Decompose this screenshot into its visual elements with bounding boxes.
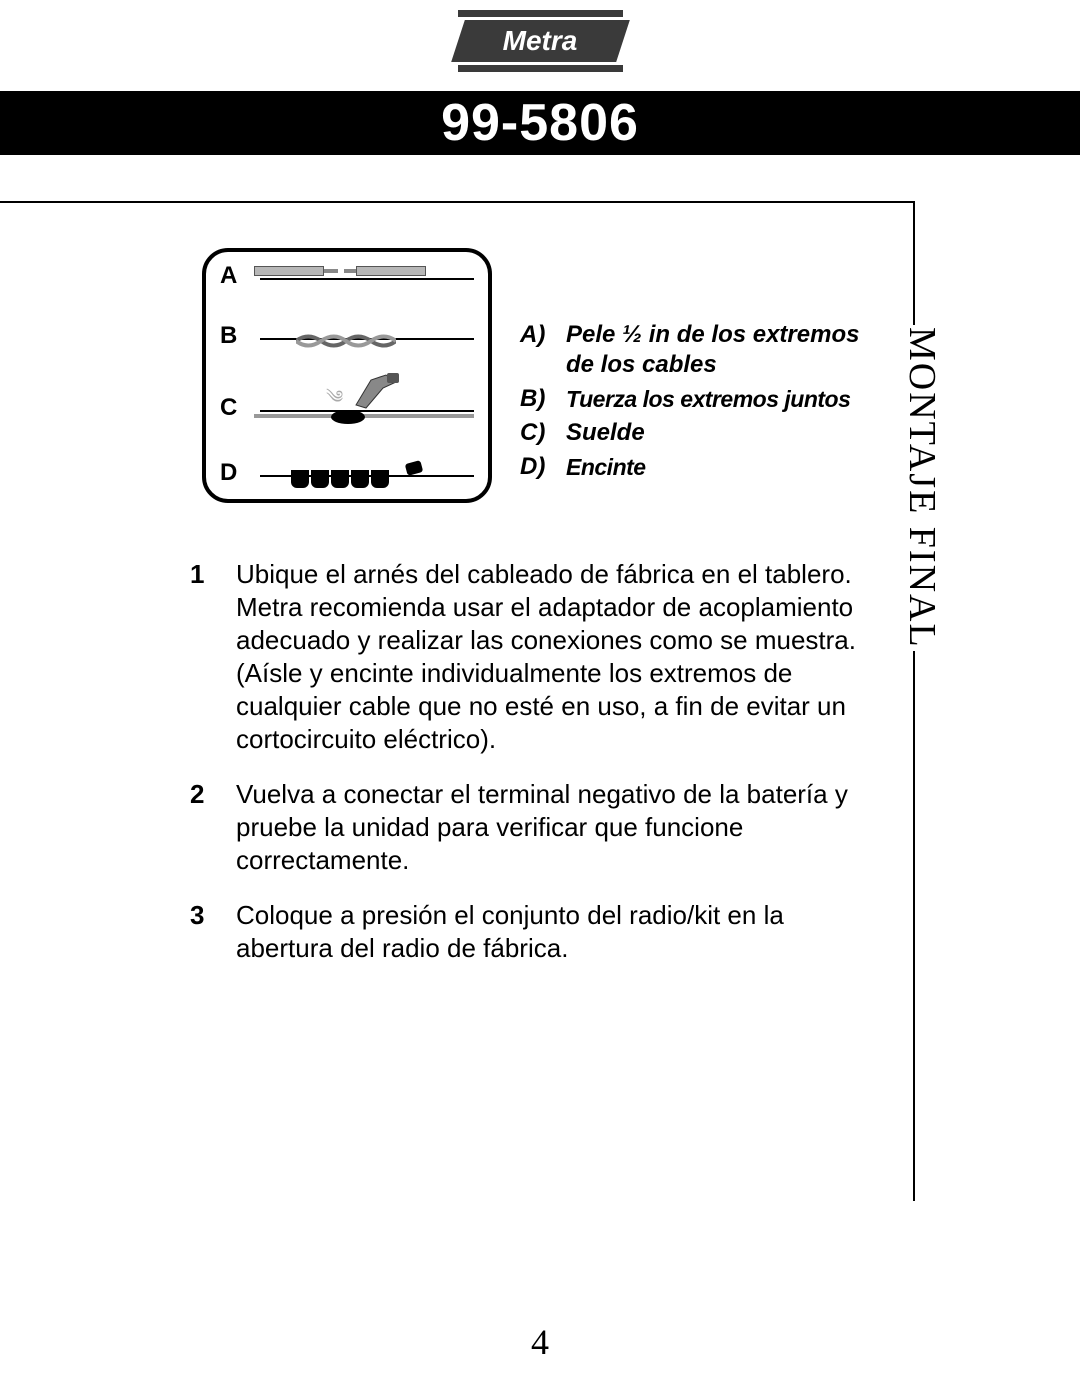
section-title: MONTAJE FINAL [900,325,944,651]
legend-row: B) Tuerza los extremos juntos [520,384,880,414]
legend-row: C) Suelde [520,418,880,448]
twist-icon [296,332,396,350]
diagram-label-a: A [220,262,237,290]
step-number: 1 [190,558,236,756]
wiring-diagram-box: A B C ༄ D [202,248,492,503]
tape-icon [291,470,401,488]
page-number: 4 [0,1321,1080,1363]
diagram-label-c: C [220,394,237,422]
step-text: Ubique el arnés del cableado de fábrica … [236,558,880,756]
step-text: Vuelva a conectar el terminal negativo d… [236,778,880,877]
legend-text: Pele ½ in de los extremos de los cables [566,320,880,380]
legend-key: A) [520,320,566,380]
brand-logo: Metra [458,10,623,72]
step-number: 2 [190,778,236,877]
legend-key: B) [520,384,566,414]
brand-logo-text: Metra [458,20,623,62]
step: 2 Vuelva a conectar el terminal negativo… [190,778,880,877]
instruction-steps: 1 Ubique el arnés del cableado de fábric… [190,558,880,987]
header: Metra [0,0,1080,77]
section-title-vertical: MONTAJE FINAL [906,325,948,645]
legend-row: D) Encinte [520,452,880,482]
wiring-diagram: A B C ༄ D [202,248,492,503]
legend-text: Tuerza los extremos juntos [566,384,880,414]
diagram-label-b: B [220,322,237,350]
part-number-banner: 99-5806 [0,91,1080,155]
diagram-label-d: D [220,459,237,487]
legend-row: A) Pele ½ in de los extremos de los cabl… [520,320,880,380]
legend-text: Encinte [566,452,880,482]
step: 1 Ubique el arnés del cableado de fábric… [190,558,880,756]
legend-key: C) [520,418,566,448]
part-number: 99-5806 [441,94,639,152]
legend-text: Suelde [566,418,880,448]
legend-key: D) [520,452,566,482]
step-text: Coloque a presión el conjunto del radio/… [236,899,880,965]
step: 3 Coloque a presión el conjunto del radi… [190,899,880,965]
diagram-legend: A) Pele ½ in de los extremos de los cabl… [520,320,880,486]
solder-gun-icon [351,370,401,410]
step-number: 3 [190,899,236,965]
